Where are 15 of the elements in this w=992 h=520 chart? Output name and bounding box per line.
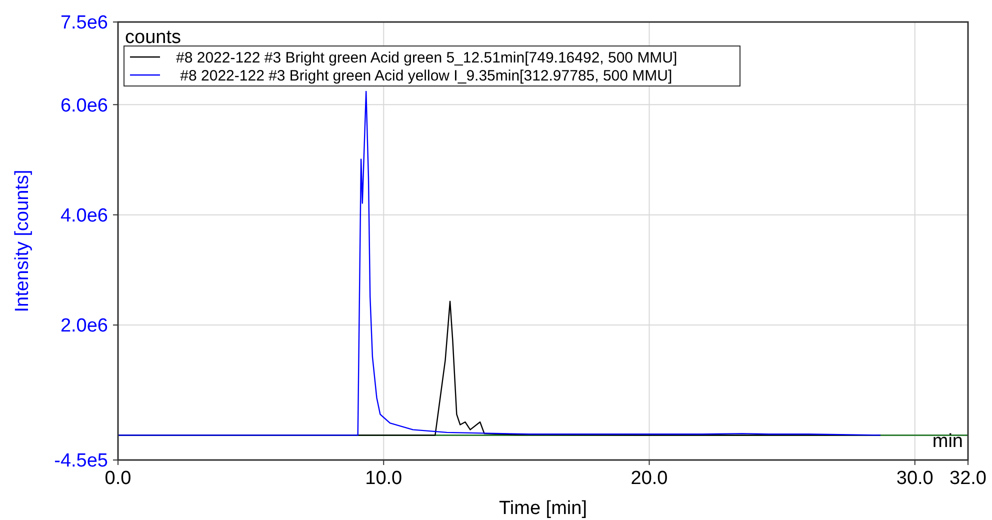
x-tick-label: 32.0 <box>950 468 986 489</box>
line-series <box>117 90 881 436</box>
annotation: counts <box>125 27 181 48</box>
x-tick-label: 30.0 <box>896 468 934 489</box>
x-axis-title: Time [min] <box>499 498 587 519</box>
y-tick-label: 4.0e6 <box>60 205 108 226</box>
y-tick-label: 2.0e6 <box>60 316 108 337</box>
x-tick-label: 20.0 <box>630 468 668 489</box>
y-tick-label: 7.5e6 <box>60 12 108 34</box>
y-axis-title: Intensity [counts] <box>12 170 33 312</box>
x-tick-label: 10.0 <box>365 468 402 489</box>
annotation: min <box>932 431 963 452</box>
legend-label: #8 2022-122 #3 Bright green Acid yellow I_9.35min[312.97785, 500 MMU] <box>176 67 672 84</box>
y-tick-label: 6.0e6 <box>60 95 108 116</box>
legend-label: #8 2022-122 #3 Bright green Acid green 5_12.51min[749.16492, 500 MMU] <box>176 49 678 66</box>
